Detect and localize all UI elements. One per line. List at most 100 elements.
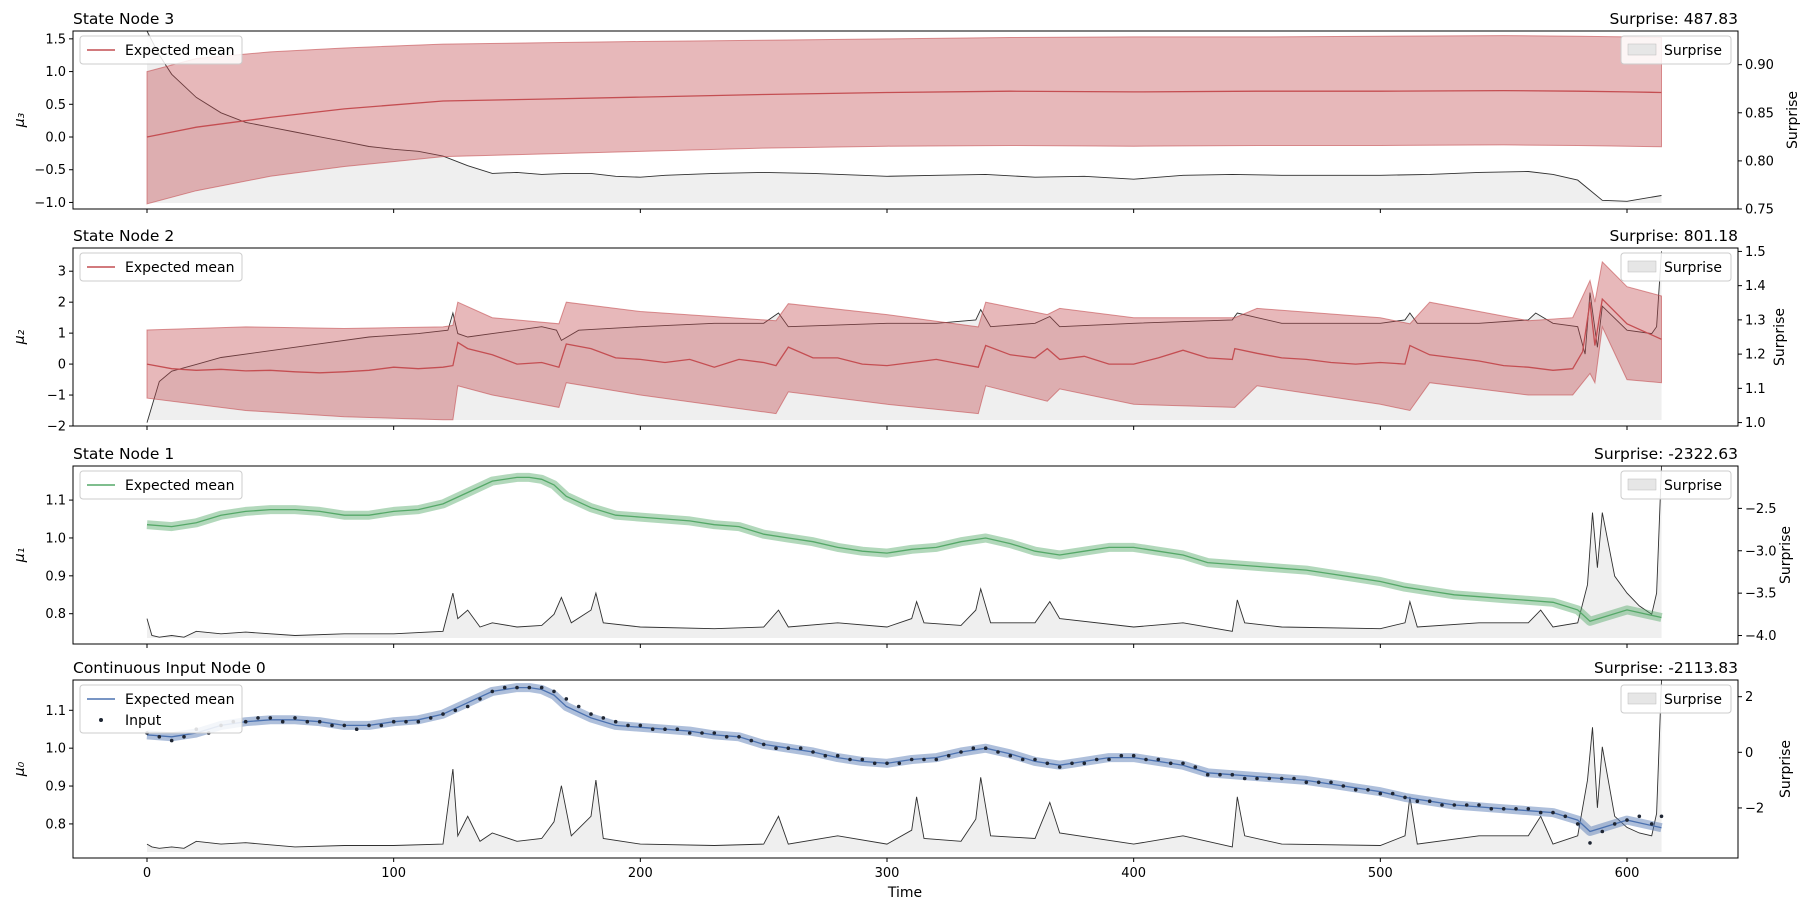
input-point — [811, 750, 815, 754]
input-point — [774, 746, 778, 750]
surprise-title: Surprise: -2322.63 — [1594, 445, 1738, 463]
input-point — [1107, 757, 1111, 762]
input-point — [576, 704, 581, 709]
panel-1: −2 −1 0 1 2 3 1.0 1.1 1.2 1.3 1.4 1.5 State Node 2 Su… — [12, 227, 1788, 435]
panel-0: −1.0 −0.5 0.0 0.5 1.0 1.5 0.75 0.80 0.85 0.90 Stat… — [12, 10, 1801, 218]
y2-axis-label: Surprise — [1785, 91, 1801, 149]
y2-tick-label: 1.4 — [1745, 279, 1766, 294]
input-point — [1045, 761, 1050, 766]
surprise-fill — [147, 31, 1662, 203]
input-point — [1538, 810, 1543, 815]
input-point — [761, 742, 766, 747]
input-point — [1637, 814, 1642, 819]
input-point — [1242, 776, 1247, 781]
y-tick-label: −0.5 — [34, 163, 66, 178]
input-point — [650, 727, 655, 731]
input-point — [1514, 807, 1518, 811]
x-tick-label: 500 — [1368, 866, 1393, 881]
input-point — [1082, 761, 1087, 766]
y2-tick-label: −3.0 — [1745, 544, 1777, 559]
input-point — [527, 685, 532, 690]
surprise-line — [146, 251, 1662, 423]
input-point — [626, 723, 630, 728]
y2-tick-label: 1.5 — [1745, 245, 1766, 260]
input-point — [1649, 822, 1654, 826]
legend-surprise-swatch — [1627, 260, 1657, 273]
input-point — [1452, 803, 1457, 807]
panel-3: 0 100 200 300 400 500 600 0.8 0.9 1.0 1.1 −2 0 2 Conti… — [12, 659, 1794, 881]
surprise-line — [146, 31, 1662, 202]
input-point — [1008, 753, 1013, 758]
y2-tick-label: −2 — [1745, 801, 1764, 816]
y-axis-label: μ₀ — [12, 761, 28, 777]
legend-right-box — [1620, 470, 1732, 500]
y-tick-label: 1.1 — [45, 494, 66, 509]
input-point — [1094, 757, 1099, 762]
plot-frame — [72, 30, 1739, 210]
plot-area — [145, 680, 1664, 852]
input-point — [268, 716, 273, 720]
legend-surprise-swatch — [1627, 478, 1657, 491]
input-point — [280, 719, 285, 724]
input-point — [823, 753, 828, 758]
legend-right-box — [1620, 35, 1732, 65]
input-point — [1390, 791, 1395, 796]
legend-mean-label: Expected mean — [125, 260, 234, 276]
y-tick-label: −1 — [47, 389, 66, 404]
y2-tick-label: 0.90 — [1745, 58, 1774, 73]
y2-tick-label: 1.0 — [1745, 416, 1766, 431]
y2-tick-label: 0 — [1745, 746, 1753, 761]
x-tick-label: 200 — [628, 866, 653, 881]
input-point — [1057, 765, 1062, 769]
input-point — [1144, 757, 1148, 762]
expected-mean-line — [146, 297, 1662, 374]
y-tick-label: 3 — [58, 265, 66, 280]
panel-2: 0.8 0.9 1.0 1.1 −4.0 −3.5 −3.0 −2.5 State Node 1… — [12, 445, 1794, 648]
input-point — [885, 761, 889, 766]
y-tick-label: −2 — [47, 420, 66, 435]
surprise-fill — [147, 251, 1662, 423]
input-point — [1526, 807, 1531, 811]
legend-left-box — [79, 470, 243, 500]
input-point — [835, 753, 840, 758]
input-point — [712, 731, 717, 735]
input-point — [1501, 807, 1506, 811]
input-point — [404, 719, 408, 724]
input-point — [564, 697, 569, 701]
input-point — [1218, 772, 1222, 777]
input-point — [1267, 776, 1272, 781]
input-point — [256, 716, 260, 720]
x-axis-label: Time — [887, 885, 922, 901]
input-point — [1230, 772, 1235, 777]
panel-title: Continuous Input Node 0 — [73, 659, 266, 677]
input-point — [342, 723, 347, 728]
y-tick-label: 1.0 — [45, 65, 66, 80]
legend-surprise-swatch — [1627, 43, 1657, 56]
legend-right-box — [1620, 252, 1732, 282]
input-point — [1563, 814, 1568, 819]
input-point — [1551, 810, 1555, 815]
y2-tick-label: 1.3 — [1745, 313, 1766, 328]
y-tick-label: 1.0 — [45, 742, 66, 757]
input-point — [379, 723, 384, 728]
panel-title: State Node 3 — [73, 10, 174, 28]
legend-input-swatch — [99, 718, 103, 722]
y-tick-label: 1.5 — [45, 32, 66, 47]
input-point — [798, 746, 803, 750]
plot-area — [146, 466, 1663, 638]
y-tick-label: 0.9 — [45, 569, 66, 584]
plot-frame — [72, 465, 1739, 645]
input-point — [1156, 757, 1161, 762]
input-point — [1489, 807, 1494, 811]
input-point — [1181, 761, 1185, 766]
y-tick-label: −1.0 — [34, 196, 66, 211]
input-point — [1205, 772, 1210, 777]
y-tick-label: 1 — [58, 327, 66, 342]
surprise-title: Surprise: 801.18 — [1609, 227, 1738, 245]
legend-right-box — [1620, 684, 1732, 714]
input-point — [1366, 788, 1370, 792]
input-point — [1119, 753, 1124, 758]
surprise-line — [146, 466, 1662, 638]
input-point — [1131, 753, 1136, 758]
